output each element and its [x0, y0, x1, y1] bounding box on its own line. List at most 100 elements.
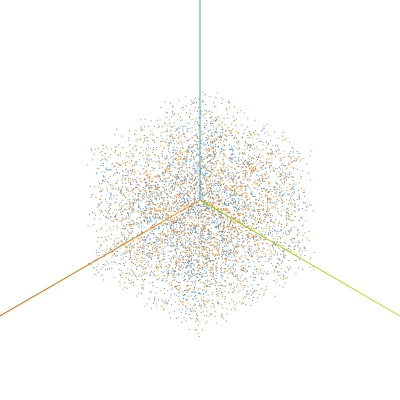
point — [238, 245, 240, 247]
point — [215, 258, 217, 260]
point — [208, 200, 210, 202]
point — [138, 222, 139, 224]
point — [223, 250, 225, 252]
point — [141, 222, 143, 224]
point — [289, 219, 291, 220]
point — [216, 262, 218, 264]
point — [101, 244, 102, 246]
point — [155, 261, 157, 263]
point — [149, 175, 151, 177]
point — [265, 178, 267, 180]
point — [218, 155, 220, 157]
point — [217, 146, 219, 148]
point — [213, 198, 215, 200]
point — [261, 161, 263, 163]
point — [159, 180, 161, 182]
point — [234, 230, 236, 232]
point — [176, 285, 178, 287]
point — [255, 130, 257, 131]
point — [167, 165, 169, 166]
point — [108, 206, 110, 208]
point — [114, 219, 116, 221]
point — [195, 169, 197, 171]
point — [200, 252, 202, 254]
point — [249, 213, 251, 215]
point — [297, 240, 299, 242]
point — [165, 141, 167, 143]
point — [203, 177, 205, 178]
point — [162, 228, 164, 230]
point — [245, 197, 247, 199]
point — [124, 182, 126, 184]
point — [200, 230, 202, 232]
point — [279, 157, 281, 159]
point — [282, 260, 283, 262]
point — [175, 211, 177, 213]
point — [103, 175, 104, 177]
point — [213, 129, 215, 131]
point — [230, 269, 232, 271]
point — [122, 174, 124, 176]
point — [181, 257, 183, 259]
point — [220, 142, 222, 144]
point — [207, 208, 209, 209]
point — [187, 265, 189, 267]
point — [187, 199, 189, 201]
point — [249, 245, 251, 247]
point — [190, 271, 192, 273]
point — [199, 238, 200, 240]
point — [140, 221, 142, 223]
point — [289, 174, 290, 175]
point — [141, 196, 143, 198]
point — [170, 139, 172, 141]
point — [221, 240, 223, 242]
point — [241, 245, 243, 246]
point — [143, 193, 145, 195]
point — [125, 168, 127, 170]
point — [108, 235, 109, 237]
point — [224, 208, 226, 210]
point — [180, 205, 182, 207]
point — [215, 119, 216, 121]
point — [189, 159, 191, 161]
point — [206, 265, 208, 267]
point — [192, 291, 193, 293]
point — [267, 243, 269, 245]
point — [261, 242, 263, 244]
point — [204, 270, 206, 272]
point — [260, 237, 262, 238]
point — [276, 279, 278, 281]
point — [147, 200, 149, 202]
point — [179, 259, 181, 261]
point — [122, 186, 124, 188]
point — [131, 238, 133, 240]
point — [234, 223, 236, 225]
point — [282, 199, 283, 201]
point — [197, 174, 199, 176]
point — [267, 195, 269, 197]
point — [299, 250, 301, 252]
point — [204, 258, 206, 260]
point — [184, 228, 186, 229]
point — [217, 145, 219, 147]
point — [155, 191, 157, 193]
point — [258, 141, 260, 143]
point — [97, 186, 99, 188]
point — [265, 171, 267, 173]
point — [275, 156, 276, 158]
point — [204, 286, 205, 288]
point — [230, 241, 232, 243]
point — [159, 198, 161, 200]
point — [204, 164, 206, 166]
point — [174, 272, 176, 274]
point — [131, 261, 133, 263]
point — [300, 254, 302, 256]
point — [232, 180, 234, 182]
point — [211, 142, 212, 144]
point — [131, 187, 133, 189]
point — [130, 152, 132, 154]
point — [130, 242, 132, 244]
point — [247, 237, 249, 239]
